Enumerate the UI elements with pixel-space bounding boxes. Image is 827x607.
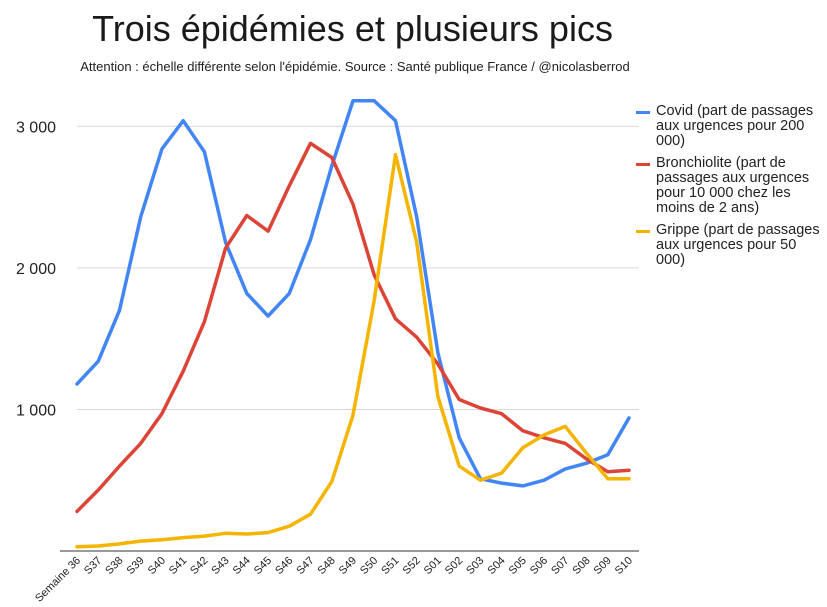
x-tick-label: S05 <box>507 555 529 577</box>
y-tick-label: 3 000 <box>16 119 56 136</box>
legend: Covid (part de passages aux urgences pou… <box>636 104 824 275</box>
x-tick-label: S49 <box>337 555 359 577</box>
series-line-1 <box>75 141 631 514</box>
x-tick-label: S09 <box>592 555 614 577</box>
x-tick-label: S03 <box>464 555 486 577</box>
series-line-2 <box>75 152 631 549</box>
x-tick-label: S46 <box>273 555 295 577</box>
chart-subtitle: Attention : échelle différente selon l'é… <box>80 59 630 74</box>
x-tick-label: S37 <box>82 555 104 577</box>
x-tick-label: S06 <box>528 555 550 577</box>
x-tick-label: S45 <box>252 555 274 577</box>
x-tick-label: S51 <box>379 555 401 577</box>
x-tick-label: S44 <box>231 555 253 577</box>
series-lines <box>75 99 631 549</box>
legend-item: Covid (part de passages aux urgences pou… <box>636 104 824 149</box>
series-line-0 <box>75 99 631 488</box>
gridlines <box>77 125 639 410</box>
y-tick-label: 1 000 <box>16 402 56 419</box>
x-tick-label: S08 <box>570 555 592 577</box>
legend-label: Bronchiolite (part de passages aux urgen… <box>656 155 810 216</box>
x-tick-label: S40 <box>146 555 168 577</box>
x-tick-label: S07 <box>549 555 571 577</box>
x-tick-label: S42 <box>188 555 210 577</box>
legend-item: Grippe (part de passages aux urgences po… <box>636 223 824 268</box>
x-tick-label: Semaine 36 <box>33 555 83 605</box>
legend-label: Grippe (part de passages aux urgences po… <box>656 222 820 268</box>
chart-title: Trois épidémies et plusieurs pics <box>92 8 613 49</box>
x-tick-label: S48 <box>316 555 338 577</box>
x-tick-label: S02 <box>443 555 465 577</box>
x-tick-label: S47 <box>294 555 316 577</box>
x-axis-tick-labels: Semaine 36S37S38S39S40S41S42S43S44S45S46… <box>33 555 635 605</box>
legend-label: Covid (part de passages aux urgences pou… <box>656 103 814 149</box>
x-tick-label: S01 <box>422 555 444 577</box>
legend-swatch <box>636 111 650 114</box>
y-axis-tick-labels: 1 000 2 000 3 000 <box>16 119 56 419</box>
x-tick-label: S04 <box>485 555 507 577</box>
x-tick-label: S43 <box>209 555 231 577</box>
x-tick-label: S38 <box>103 555 125 577</box>
x-tick-label: S39 <box>124 555 146 577</box>
legend-swatch <box>636 163 650 166</box>
legend-swatch <box>636 230 650 233</box>
x-tick-label: S41 <box>167 555 189 577</box>
y-tick-label: 2 000 <box>16 261 56 278</box>
x-tick-label: S10 <box>613 555 635 577</box>
x-tick-label: S50 <box>358 555 380 577</box>
x-tick-label: S52 <box>400 555 422 577</box>
legend-item: Bronchiolite (part de passages aux urgen… <box>636 156 824 216</box>
